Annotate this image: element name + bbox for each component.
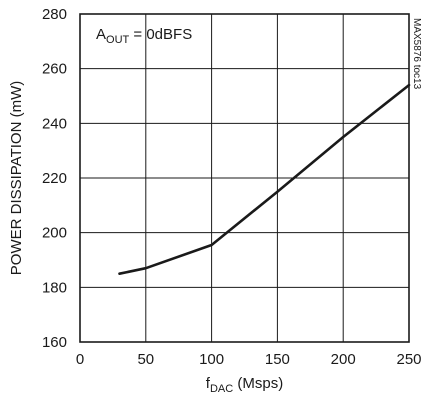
y-tick-label: 260: [42, 61, 67, 78]
y-tick-label: 200: [42, 225, 67, 242]
x-tick-label: 250: [396, 351, 421, 368]
y-tick-labels: 160 180 200 220 240 260 280: [42, 6, 67, 351]
x-tick-label: 50: [137, 351, 154, 368]
y-tick-label: 160: [42, 334, 67, 351]
plot-frame: [79, 13, 410, 343]
x-tick-label: 0: [76, 351, 84, 368]
x-axis-label: fDAC (Msps): [206, 375, 283, 395]
y-tick-label: 180: [42, 279, 67, 296]
x-tick-label: 100: [199, 351, 224, 368]
y-axis-label: POWER DISSIPATION (mW): [8, 81, 25, 275]
figure-id-label: MAX5876 toc13: [411, 18, 421, 90]
y-tick-label: 220: [42, 170, 67, 187]
series-line-0: [118, 83, 411, 276]
y-tick-label: 240: [42, 115, 67, 132]
y-tick-label: 280: [42, 6, 67, 23]
annotation-aout: AOUT = 0dBFS: [96, 26, 192, 46]
x-tick-label: 150: [265, 351, 290, 368]
grid-lines: [80, 14, 409, 342]
series-group: [118, 83, 411, 276]
x-tick-label: 200: [331, 351, 356, 368]
x-tick-labels: 0 50 100 150 200 250: [76, 351, 421, 368]
